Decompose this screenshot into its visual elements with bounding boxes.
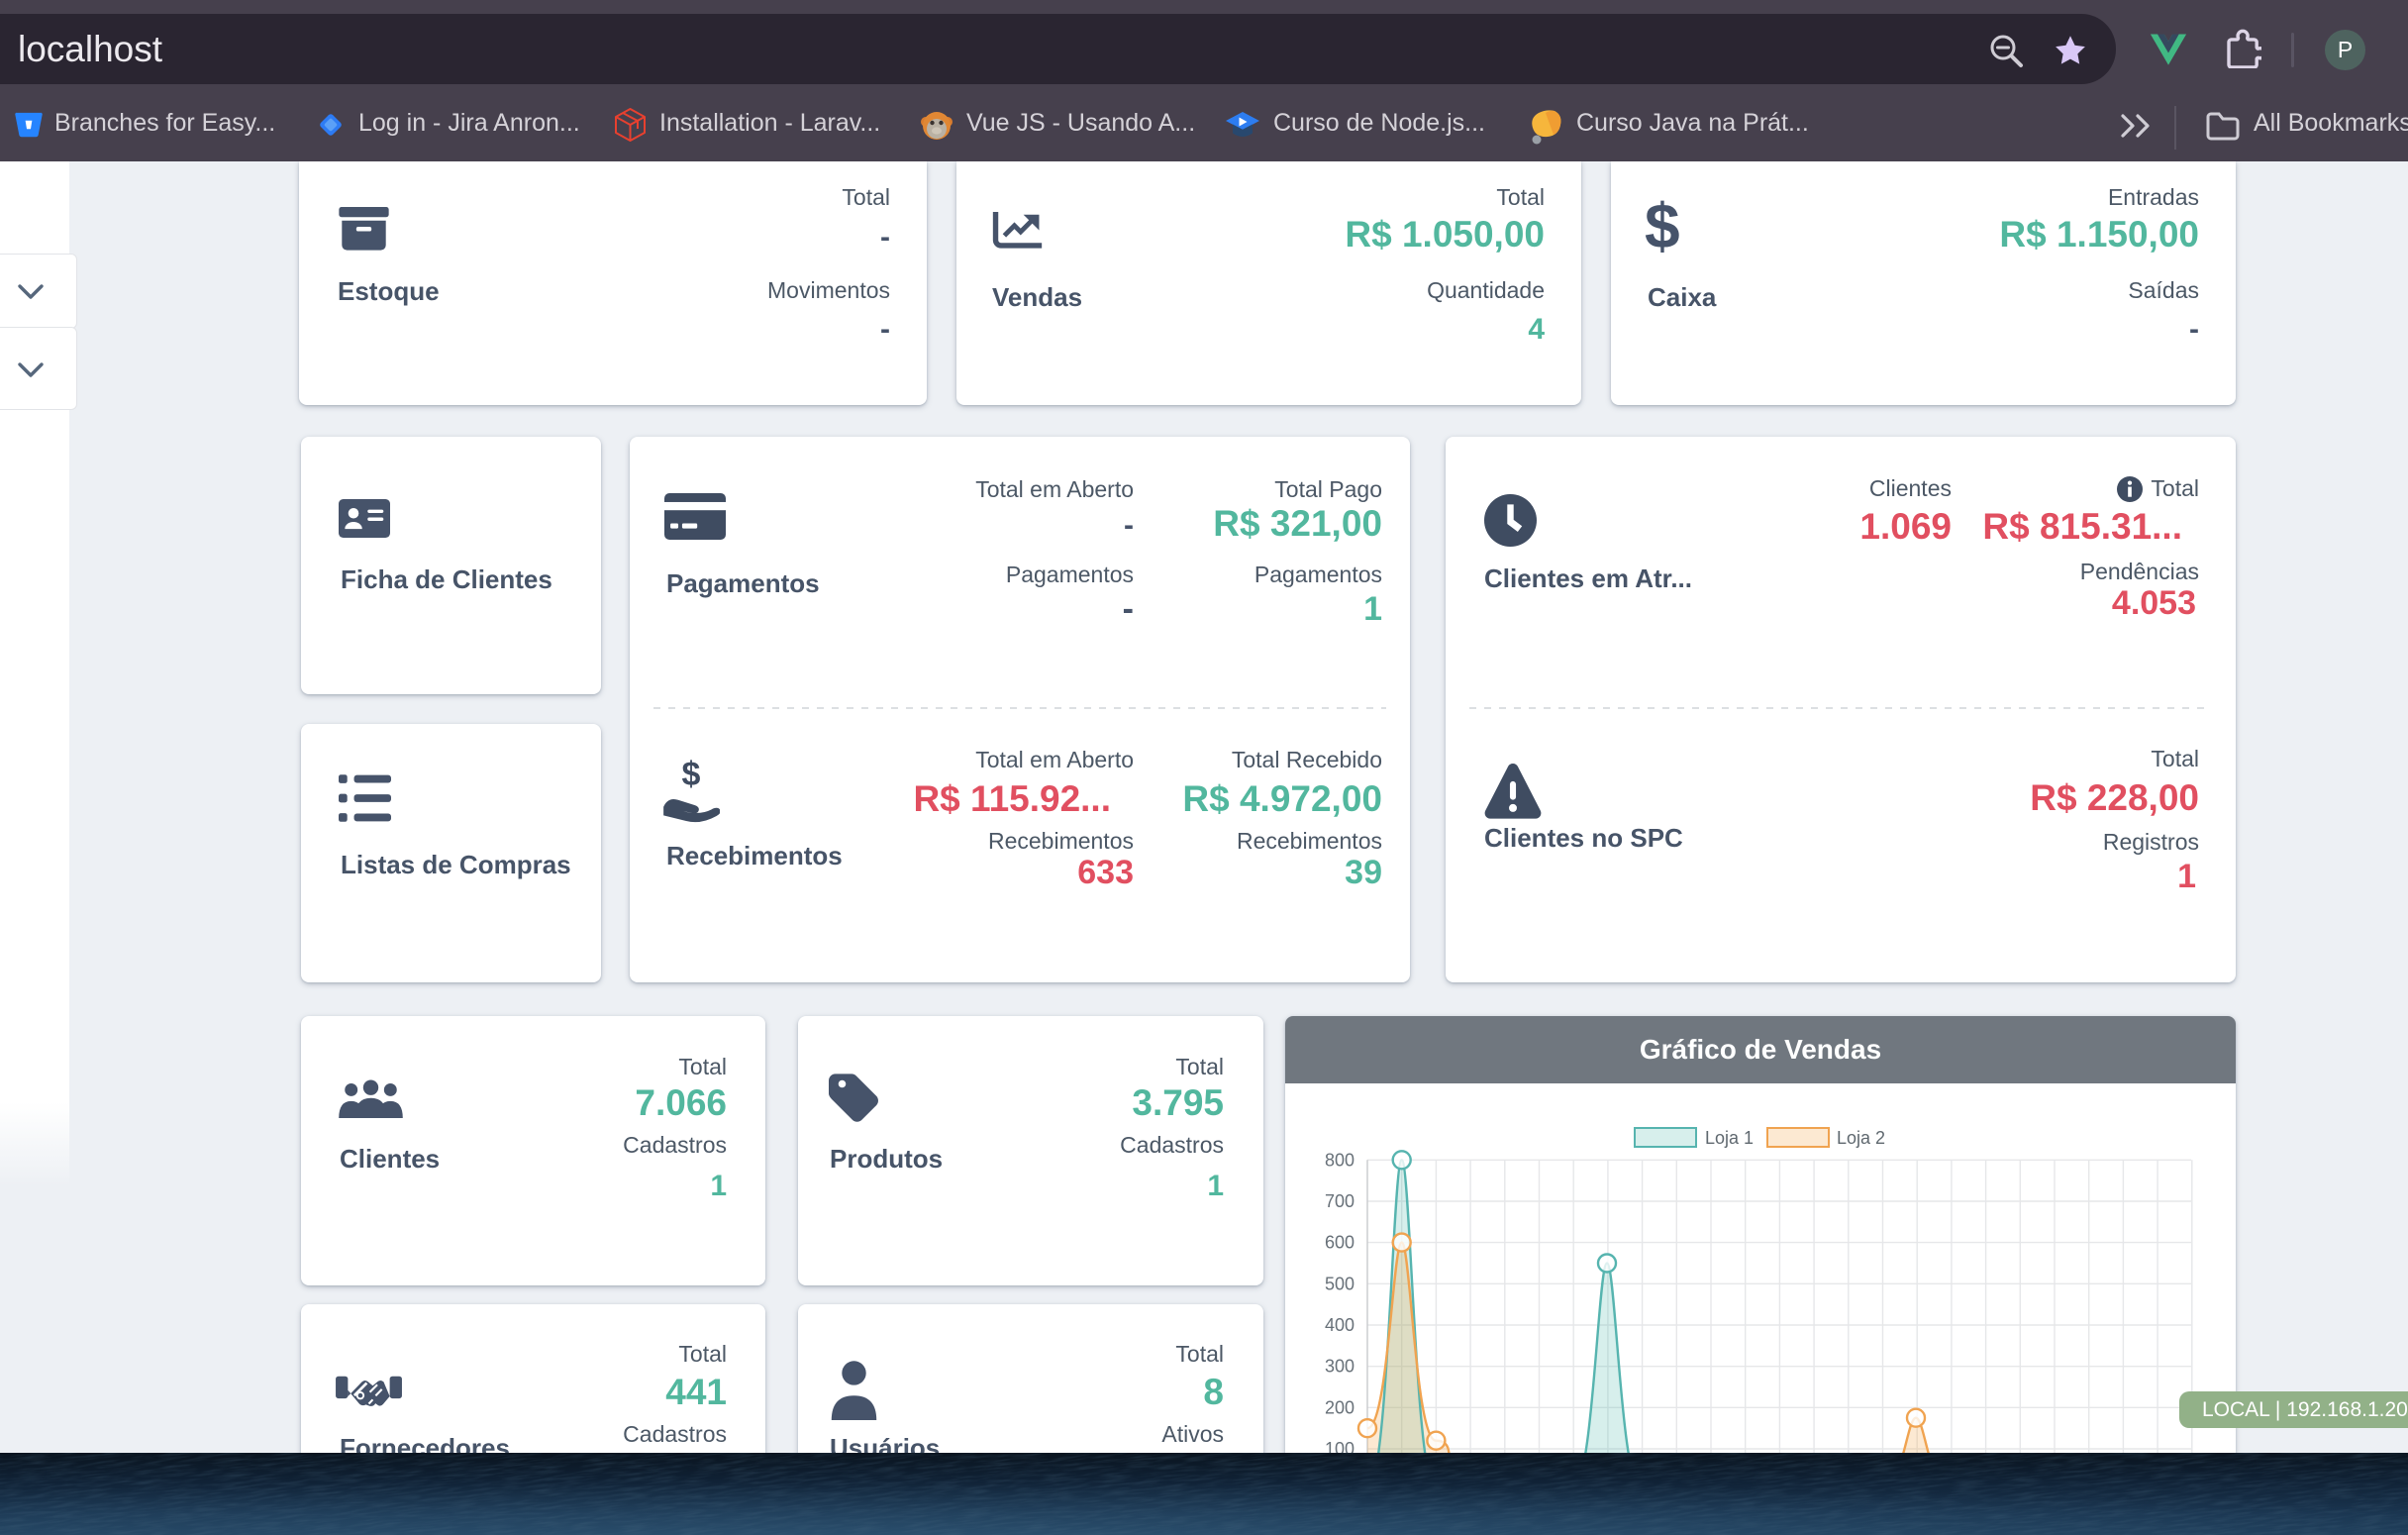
svg-text:$: $ bbox=[682, 759, 701, 793]
svg-text:200: 200 bbox=[1325, 1397, 1354, 1417]
svg-text:Loja 1: Loja 1 bbox=[1705, 1128, 1754, 1148]
svg-text:300: 300 bbox=[1325, 1357, 1354, 1377]
svg-text:500: 500 bbox=[1325, 1274, 1354, 1293]
svg-text:400: 400 bbox=[1325, 1315, 1354, 1335]
svg-text:Loja 2: Loja 2 bbox=[1837, 1128, 1885, 1148]
svg-text:600: 600 bbox=[1325, 1233, 1354, 1253]
svg-text:700: 700 bbox=[1325, 1191, 1354, 1211]
svg-text:100: 100 bbox=[1325, 1439, 1354, 1453]
svg-text:800: 800 bbox=[1325, 1150, 1354, 1170]
